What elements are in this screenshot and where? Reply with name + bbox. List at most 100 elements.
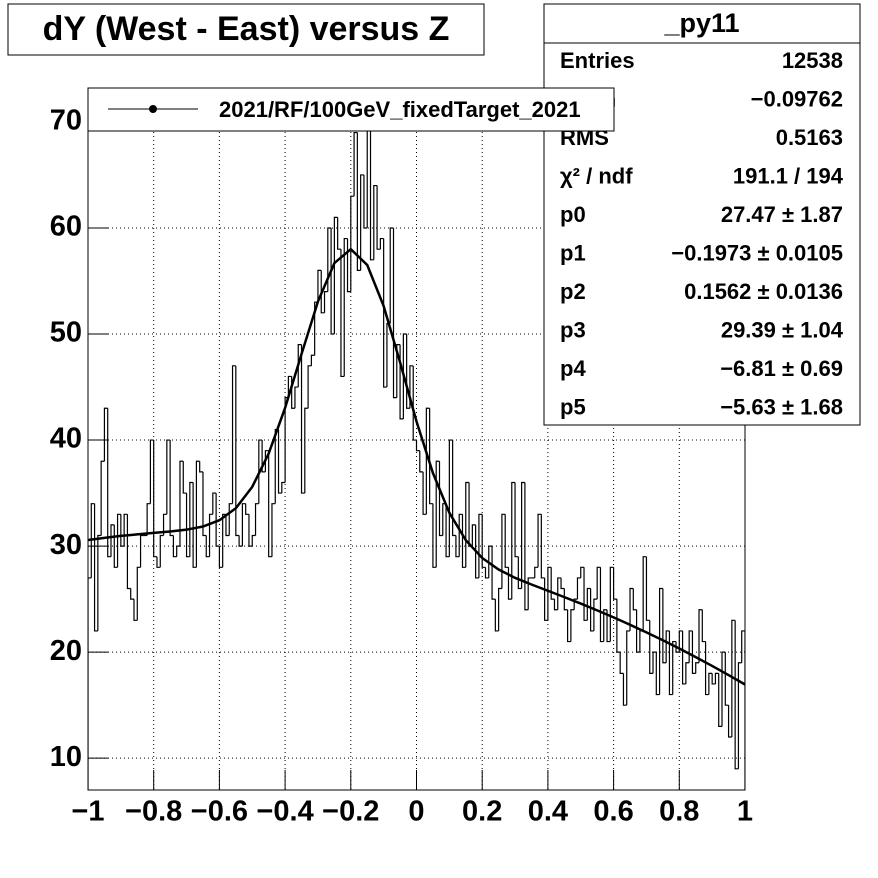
histogram-bin: [655, 652, 660, 696]
histogram-bin: [599, 567, 604, 643]
histogram-bin: [202, 471, 207, 537]
histogram-bin: [126, 514, 131, 590]
histogram-bin: [258, 439, 263, 504]
histogram-bin: [172, 535, 177, 558]
stats-name: p4: [560, 356, 586, 381]
histogram-bin: [649, 620, 654, 674]
y-tick-label: 30: [50, 529, 82, 561]
histogram-bin: [120, 514, 125, 547]
histogram-bin: [708, 672, 713, 695]
histogram-bin: [392, 227, 397, 399]
legend-marker: [149, 105, 157, 113]
stats-value: 29.39 ± 1.04: [721, 317, 844, 342]
x-tick-label: 0.6: [593, 796, 633, 828]
histogram-bin: [333, 216, 338, 335]
histogram-bin: [731, 619, 736, 737]
histogram-bin: [373, 184, 378, 260]
stats-name: χ² / ndf: [560, 163, 633, 188]
x-tick-label: −0.4: [256, 796, 313, 828]
histogram-bin: [603, 609, 608, 642]
histogram-bin: [169, 440, 174, 537]
histogram-bin: [415, 440, 420, 452]
histogram-bin: [498, 587, 502, 631]
y-tick-label: 70: [50, 105, 82, 137]
histogram-bin: [192, 482, 197, 568]
histogram-bin: [363, 174, 368, 229]
stats-name: p1: [560, 240, 586, 265]
histogram-bin: [590, 588, 594, 632]
histogram-bin: [547, 566, 552, 621]
histogram-bin: [294, 386, 299, 409]
histogram-bin: [195, 460, 200, 568]
stats-value: 0.1562 ± 0.0136: [684, 279, 843, 304]
histogram-bin: [399, 344, 404, 420]
histogram-bin: [626, 630, 631, 706]
histogram-bin: [435, 460, 440, 568]
histogram-bin: [419, 450, 424, 473]
histogram-bin: [527, 577, 532, 610]
histogram-bin: [353, 131, 358, 197]
histogram-bin: [228, 503, 233, 536]
histogram-bin: [504, 514, 509, 568]
histogram-bin: [241, 503, 246, 547]
histogram-bin: [337, 217, 341, 250]
y-tick-label: 60: [50, 211, 82, 243]
histogram-bin: [199, 461, 203, 473]
histogram-bin: [652, 651, 657, 674]
histogram-bin: [304, 407, 309, 494]
stats-box: _py11Entries12538Mean−0.09762RMS0.5163χ²…: [543, 3, 861, 426]
histogram-bin: [583, 567, 588, 621]
histogram-bin: [678, 630, 683, 653]
stats-name: p3: [560, 317, 586, 342]
histogram-bin: [176, 545, 180, 557]
histogram-bin: [264, 450, 269, 472]
histogram-bin: [632, 588, 637, 611]
stats-name: Entries: [560, 48, 635, 73]
histogram-bin: [238, 535, 243, 547]
x-tick-label: −1: [71, 796, 104, 828]
histogram-bin: [248, 514, 253, 547]
histogram-bin: [281, 481, 286, 494]
histogram-bin: [718, 673, 723, 727]
stats-frame: [543, 3, 861, 426]
histogram-bin: [146, 503, 151, 536]
histogram-bin: [727, 705, 732, 738]
histogram-bin: [662, 588, 667, 664]
histogram-bin: [310, 354, 315, 366]
histogram-bin: [635, 609, 640, 653]
stats-title: _py11: [663, 8, 739, 38]
histogram-bin: [448, 439, 453, 557]
histogram-bin: [429, 408, 433, 505]
histogram-bin: [534, 566, 539, 578]
histogram-bin: [369, 121, 374, 261]
histogram-bin: [517, 556, 522, 590]
histogram-bin: [320, 270, 325, 314]
histogram-bin: [406, 334, 410, 409]
x-tick-label: 0.2: [462, 796, 502, 828]
histogram-bin: [432, 503, 437, 568]
histogram-bin: [182, 461, 187, 494]
histogram-bin: [570, 609, 575, 642]
histogram-bin: [688, 630, 693, 663]
histogram-bin: [130, 588, 134, 600]
y-tick-label: 50: [50, 317, 82, 349]
x-tick-label: 0: [408, 796, 424, 828]
histogram-bin: [658, 587, 663, 695]
histogram-bin: [563, 588, 568, 611]
histogram-bin: [537, 513, 542, 568]
histogram-bin: [461, 514, 466, 568]
histogram-bin: [300, 344, 305, 494]
stats-name: p2: [560, 279, 586, 304]
x-tick-label: 0.8: [659, 796, 699, 828]
stats-value: −5.63 ± 1.68: [720, 394, 843, 419]
histogram-bin: [327, 227, 332, 292]
histogram-bin: [560, 577, 565, 590]
histogram-bin: [162, 513, 167, 536]
histogram-bin: [166, 439, 171, 515]
histogram-bin: [521, 481, 525, 589]
x-tick-label: −0.8: [125, 796, 182, 828]
histogram-bin: [156, 556, 161, 568]
histogram-bin: [379, 237, 384, 250]
histogram-bin: [245, 503, 249, 515]
histogram-bin: [107, 408, 111, 558]
